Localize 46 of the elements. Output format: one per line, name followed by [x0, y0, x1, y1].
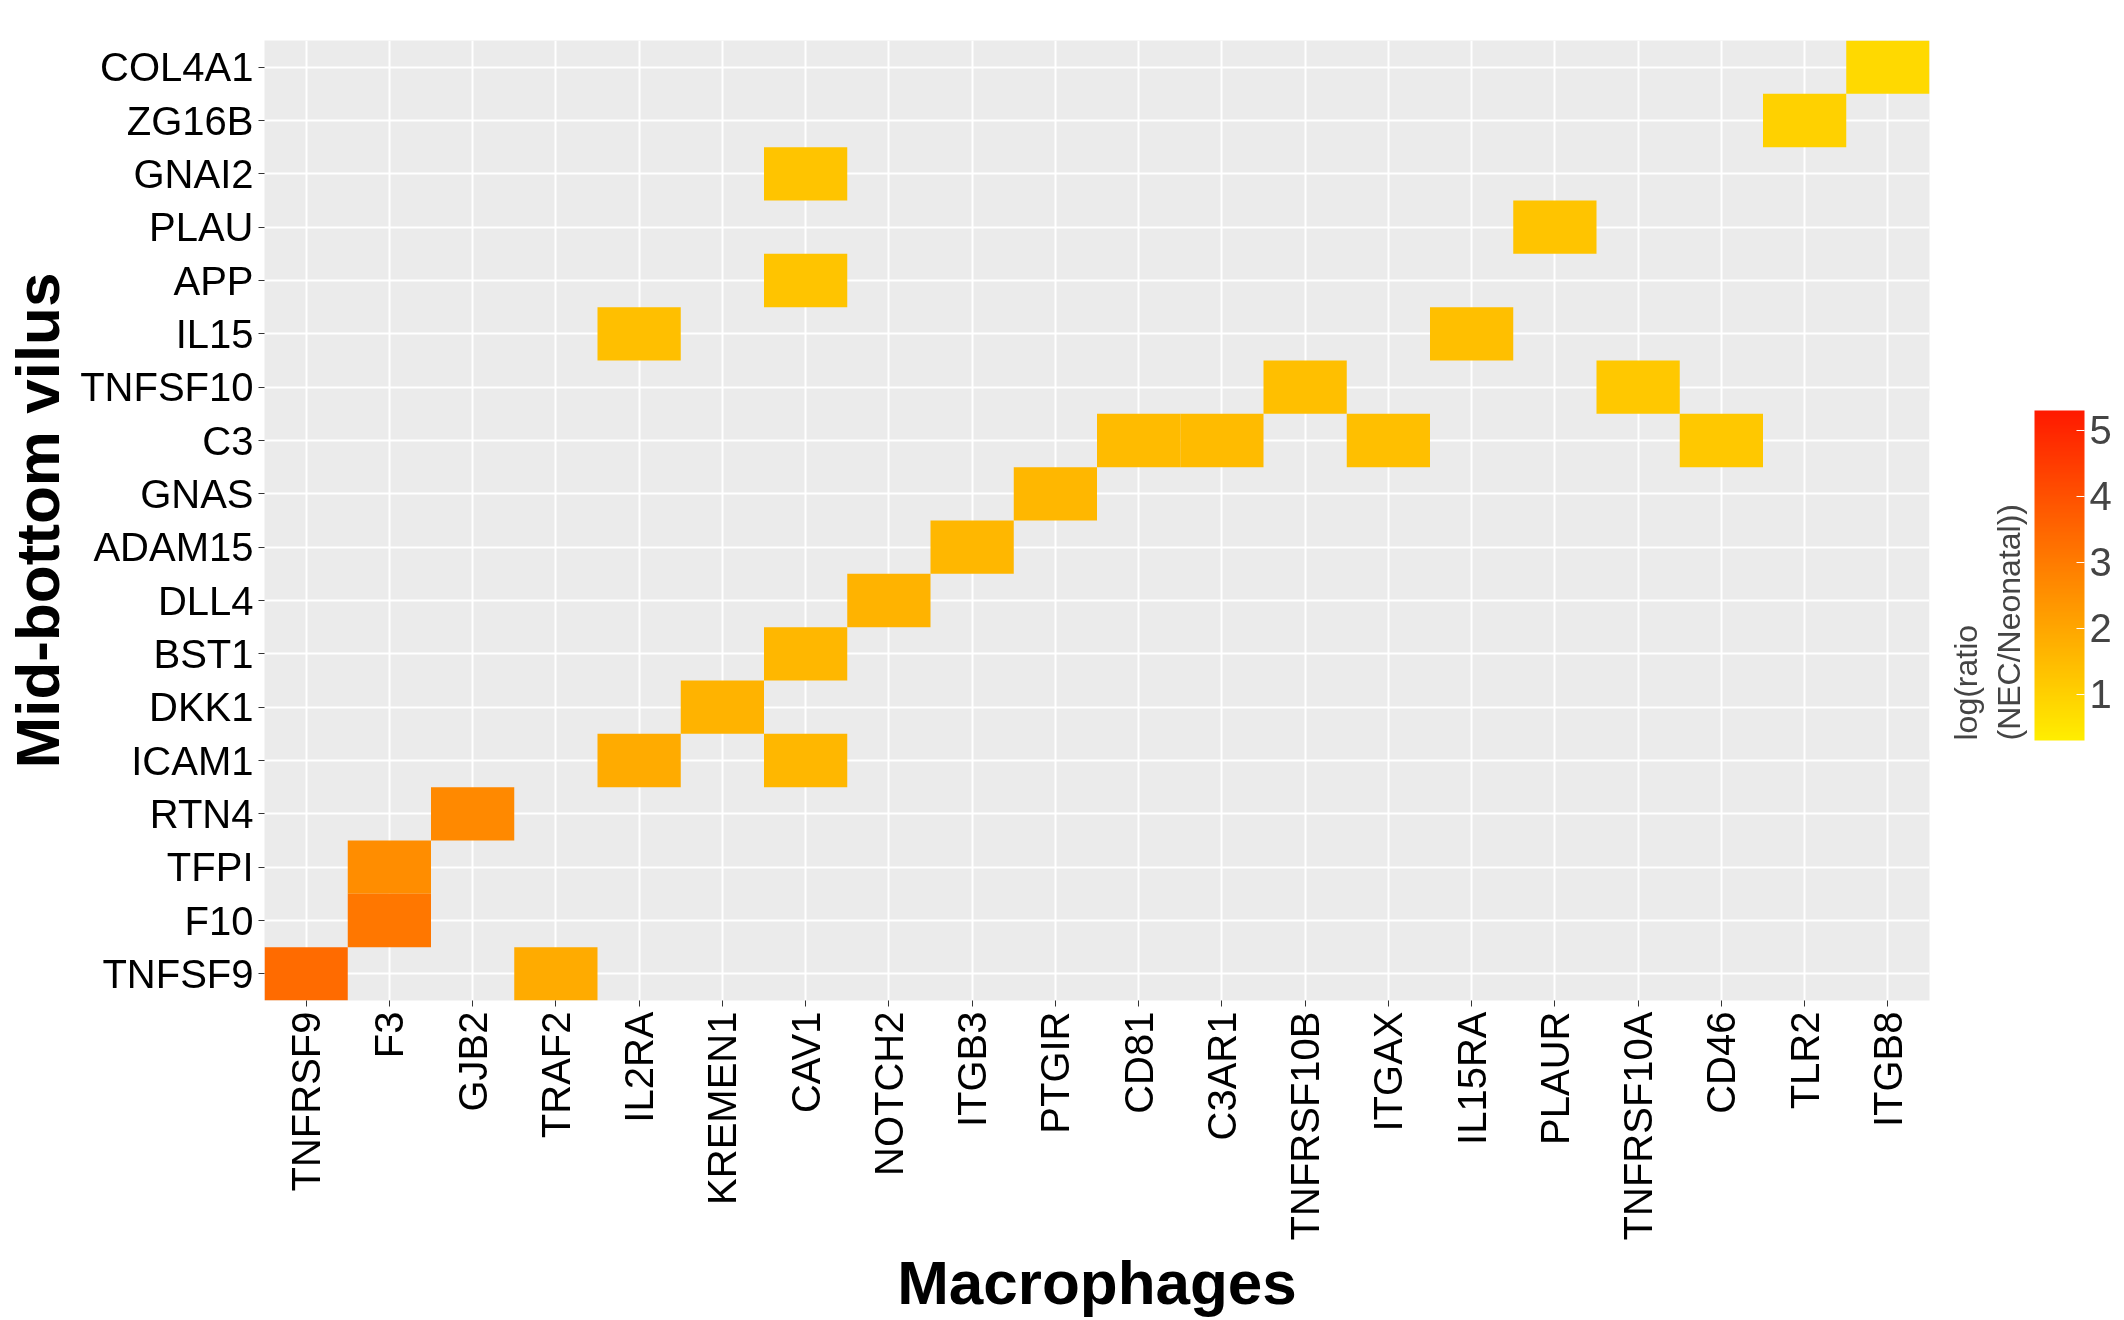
x-tick-label: TRAF2 — [533, 1011, 578, 1139]
x-tick-label: IL15RA — [1449, 1011, 1494, 1145]
x-tick-label: NOTCH2 — [866, 1011, 911, 1176]
x-tick-label: TNFRSF10B — [1283, 1011, 1328, 1241]
x-tick-label: ITGB8 — [1865, 1011, 1910, 1128]
y-tick-label: DLL4 — [157, 578, 254, 623]
x-tick-label: F3 — [367, 1011, 412, 1059]
y-tick-label: COL4A1 — [100, 45, 254, 90]
color-bar-label: 3 — [2089, 540, 2112, 585]
y-tick-label: BST1 — [153, 631, 254, 676]
y-tick-label: APP — [173, 258, 254, 303]
x-tick-label: KREMEN1 — [700, 1011, 745, 1205]
x-tick-label: CAV1 — [783, 1011, 828, 1114]
y-axis-title: Mid-bottom vilus — [3, 272, 73, 769]
x-tick-label: ITGAX — [1366, 1011, 1411, 1132]
y-tick-label: ICAM1 — [131, 738, 254, 783]
x-tick-label: TLR2 — [1782, 1011, 1827, 1110]
x-tick-label: ITGB3 — [950, 1011, 995, 1128]
y-tick-label: TNFSF9 — [102, 951, 254, 996]
x-tick-label: PLAUR — [1532, 1011, 1577, 1145]
color-bar-label: 4 — [2089, 474, 2112, 519]
y-tick-label: DKK1 — [149, 685, 254, 730]
x-tick-label: TNFRSF10A — [1616, 1011, 1661, 1241]
x-axis-title: Macrophages — [897, 1248, 1297, 1318]
x-tick-label: PTGIR — [1033, 1011, 1078, 1134]
y-tick-label: IL15 — [175, 311, 254, 356]
y-tick-label: RTN4 — [149, 791, 254, 836]
y-tick-label: TFPI — [166, 845, 254, 890]
x-tick-label: C3AR1 — [1199, 1011, 1244, 1141]
y-tick-label: GNAS — [140, 471, 254, 516]
y-tick-label: ZG16B — [126, 98, 254, 143]
y-tick-label: TNFSF10 — [80, 365, 254, 410]
y-tick-label: GNAI2 — [133, 151, 254, 196]
color-bar-label: 1 — [2089, 672, 2112, 717]
color-bar-label: 2 — [2089, 606, 2112, 651]
x-tick-label: CD81 — [1116, 1011, 1161, 1114]
x-tick-label: IL2RA — [617, 1011, 662, 1123]
color-bar-title: log(ratio (NEC/Neonatal)) — [1948, 503, 2028, 741]
y-tick-label: F10 — [184, 898, 254, 943]
x-tick-label: TNFRSF9 — [284, 1011, 329, 1192]
x-tick-label: GJB2 — [450, 1011, 495, 1112]
x-tick-label: CD46 — [1699, 1011, 1744, 1114]
y-tick-label: ADAM15 — [93, 525, 254, 570]
y-tick-label: C3 — [202, 418, 254, 463]
color-bar-label: 5 — [2089, 408, 2112, 453]
y-tick-label: PLAU — [149, 205, 254, 250]
